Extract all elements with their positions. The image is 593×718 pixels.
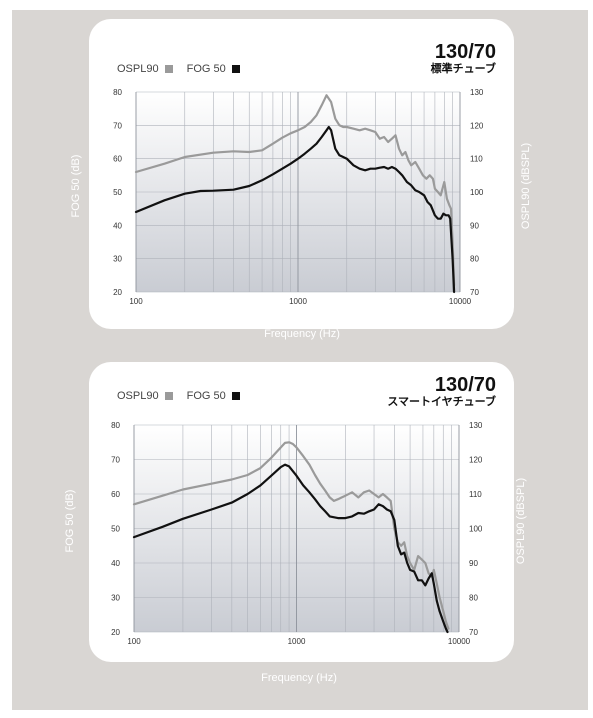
chart-2-ylabel-right: OSPL90 (dBSPL): [515, 477, 527, 565]
y-tick-left: 20: [111, 628, 120, 637]
y-tick-left: 70: [113, 121, 122, 130]
series-line-fog50: [134, 125, 456, 294]
y-tick-right: 90: [470, 221, 479, 230]
tag-label: 標準チューブ: [430, 63, 496, 75]
x-tick: 1000: [289, 297, 307, 306]
x-tick: 10000: [448, 637, 471, 646]
chart-1-ylabel-right: OSPL90 (dBSPL): [520, 142, 532, 230]
x-tick: 100: [127, 637, 141, 646]
y-tick-left: 80: [111, 421, 120, 430]
legend-label-fog50: FOG 50: [186, 63, 226, 75]
y-tick-right: 120: [469, 456, 483, 465]
chart-1-ylabel-left: FOG 50 (dB): [70, 154, 82, 218]
series-line-ospl90: [134, 94, 456, 287]
tag-number: 130/70: [434, 374, 496, 396]
chart-tag-2: 130/70 スマートイヤチューブ: [387, 374, 496, 409]
x-tick: 1000: [288, 637, 306, 646]
y-tick-right: 120: [470, 121, 484, 130]
y-tick-right: 110: [470, 155, 483, 164]
legend-label-fog50: FOG 50: [186, 390, 226, 402]
chart-card-1: OSPL90 FOG 50 130/70 標準チューブ 80 70 60 50 40 30…: [89, 19, 514, 329]
x-tick: 100: [129, 297, 143, 306]
y-tick-left: 70: [111, 456, 120, 465]
legend-swatch-ospl90: [164, 65, 173, 73]
chart-tag-1: 130/70 標準チューブ: [431, 41, 496, 76]
y-tick-right: 80: [469, 594, 478, 603]
y-tick-right: 80: [470, 255, 479, 264]
series-line-fog50: [132, 463, 449, 634]
y-tick-right: 90: [469, 559, 478, 568]
chart-card-2: OSPL90 FOG 50 130/70 スマートイヤチューブ 80 70 60 50…: [89, 362, 514, 662]
y-tick-right: 130: [470, 88, 484, 97]
legend-swatch-fog50: [231, 392, 240, 400]
y-tick-left: 40: [111, 559, 120, 568]
y-tick-left: 30: [113, 255, 122, 264]
y-tick-right: 100: [470, 188, 484, 197]
y-tick-right: 130: [469, 421, 483, 430]
chart-1-xlabel: Frequency (Hz): [264, 328, 340, 340]
y-tick-left: 80: [113, 88, 122, 97]
legend-swatch-fog50: [231, 65, 240, 73]
tag-label: スマートイヤチューブ: [387, 396, 496, 408]
y-tick-left: 60: [113, 155, 122, 164]
y-tick-right: 110: [469, 490, 482, 499]
figure-panel: OSPL90 FOG 50 130/70 標準チューブ 80 70 60 50 40 30…: [12, 10, 588, 710]
legend-1: OSPL90 FOG 50: [117, 63, 254, 75]
chart-1-plot: 80 70 60 50 40 30 20 130 120 110 100 90 80 70 100 1000 1…: [113, 88, 484, 306]
legend-2: OSPL90 FOG 50: [117, 390, 254, 402]
y-tick-left: 50: [113, 188, 122, 197]
y-tick-left: 30: [111, 594, 120, 603]
legend-label-ospl90: OSPL90: [117, 63, 159, 75]
y-tick-right: 70: [470, 288, 479, 297]
chart-2-xlabel: Frequency (Hz): [261, 672, 337, 684]
y-tick-left: 50: [111, 525, 120, 534]
y-tick-left: 40: [113, 221, 122, 230]
chart-2-plot: 80 70 60 50 40 30 20 130 120 110 100 90 80 70 100 1000 1…: [111, 421, 483, 646]
x-tick: 10000: [449, 297, 472, 306]
tag-number: 130/70: [434, 41, 496, 63]
y-tick-left: 20: [113, 288, 122, 297]
series-line-ospl90: [132, 441, 450, 630]
y-tick-left: 60: [111, 490, 120, 499]
y-tick-right: 100: [469, 525, 483, 534]
chart-2-ylabel-left: FOG 50 (dB): [64, 489, 76, 553]
legend-swatch-ospl90: [164, 392, 173, 400]
y-tick-right: 70: [469, 628, 478, 637]
legend-label-ospl90: OSPL90: [117, 390, 159, 402]
